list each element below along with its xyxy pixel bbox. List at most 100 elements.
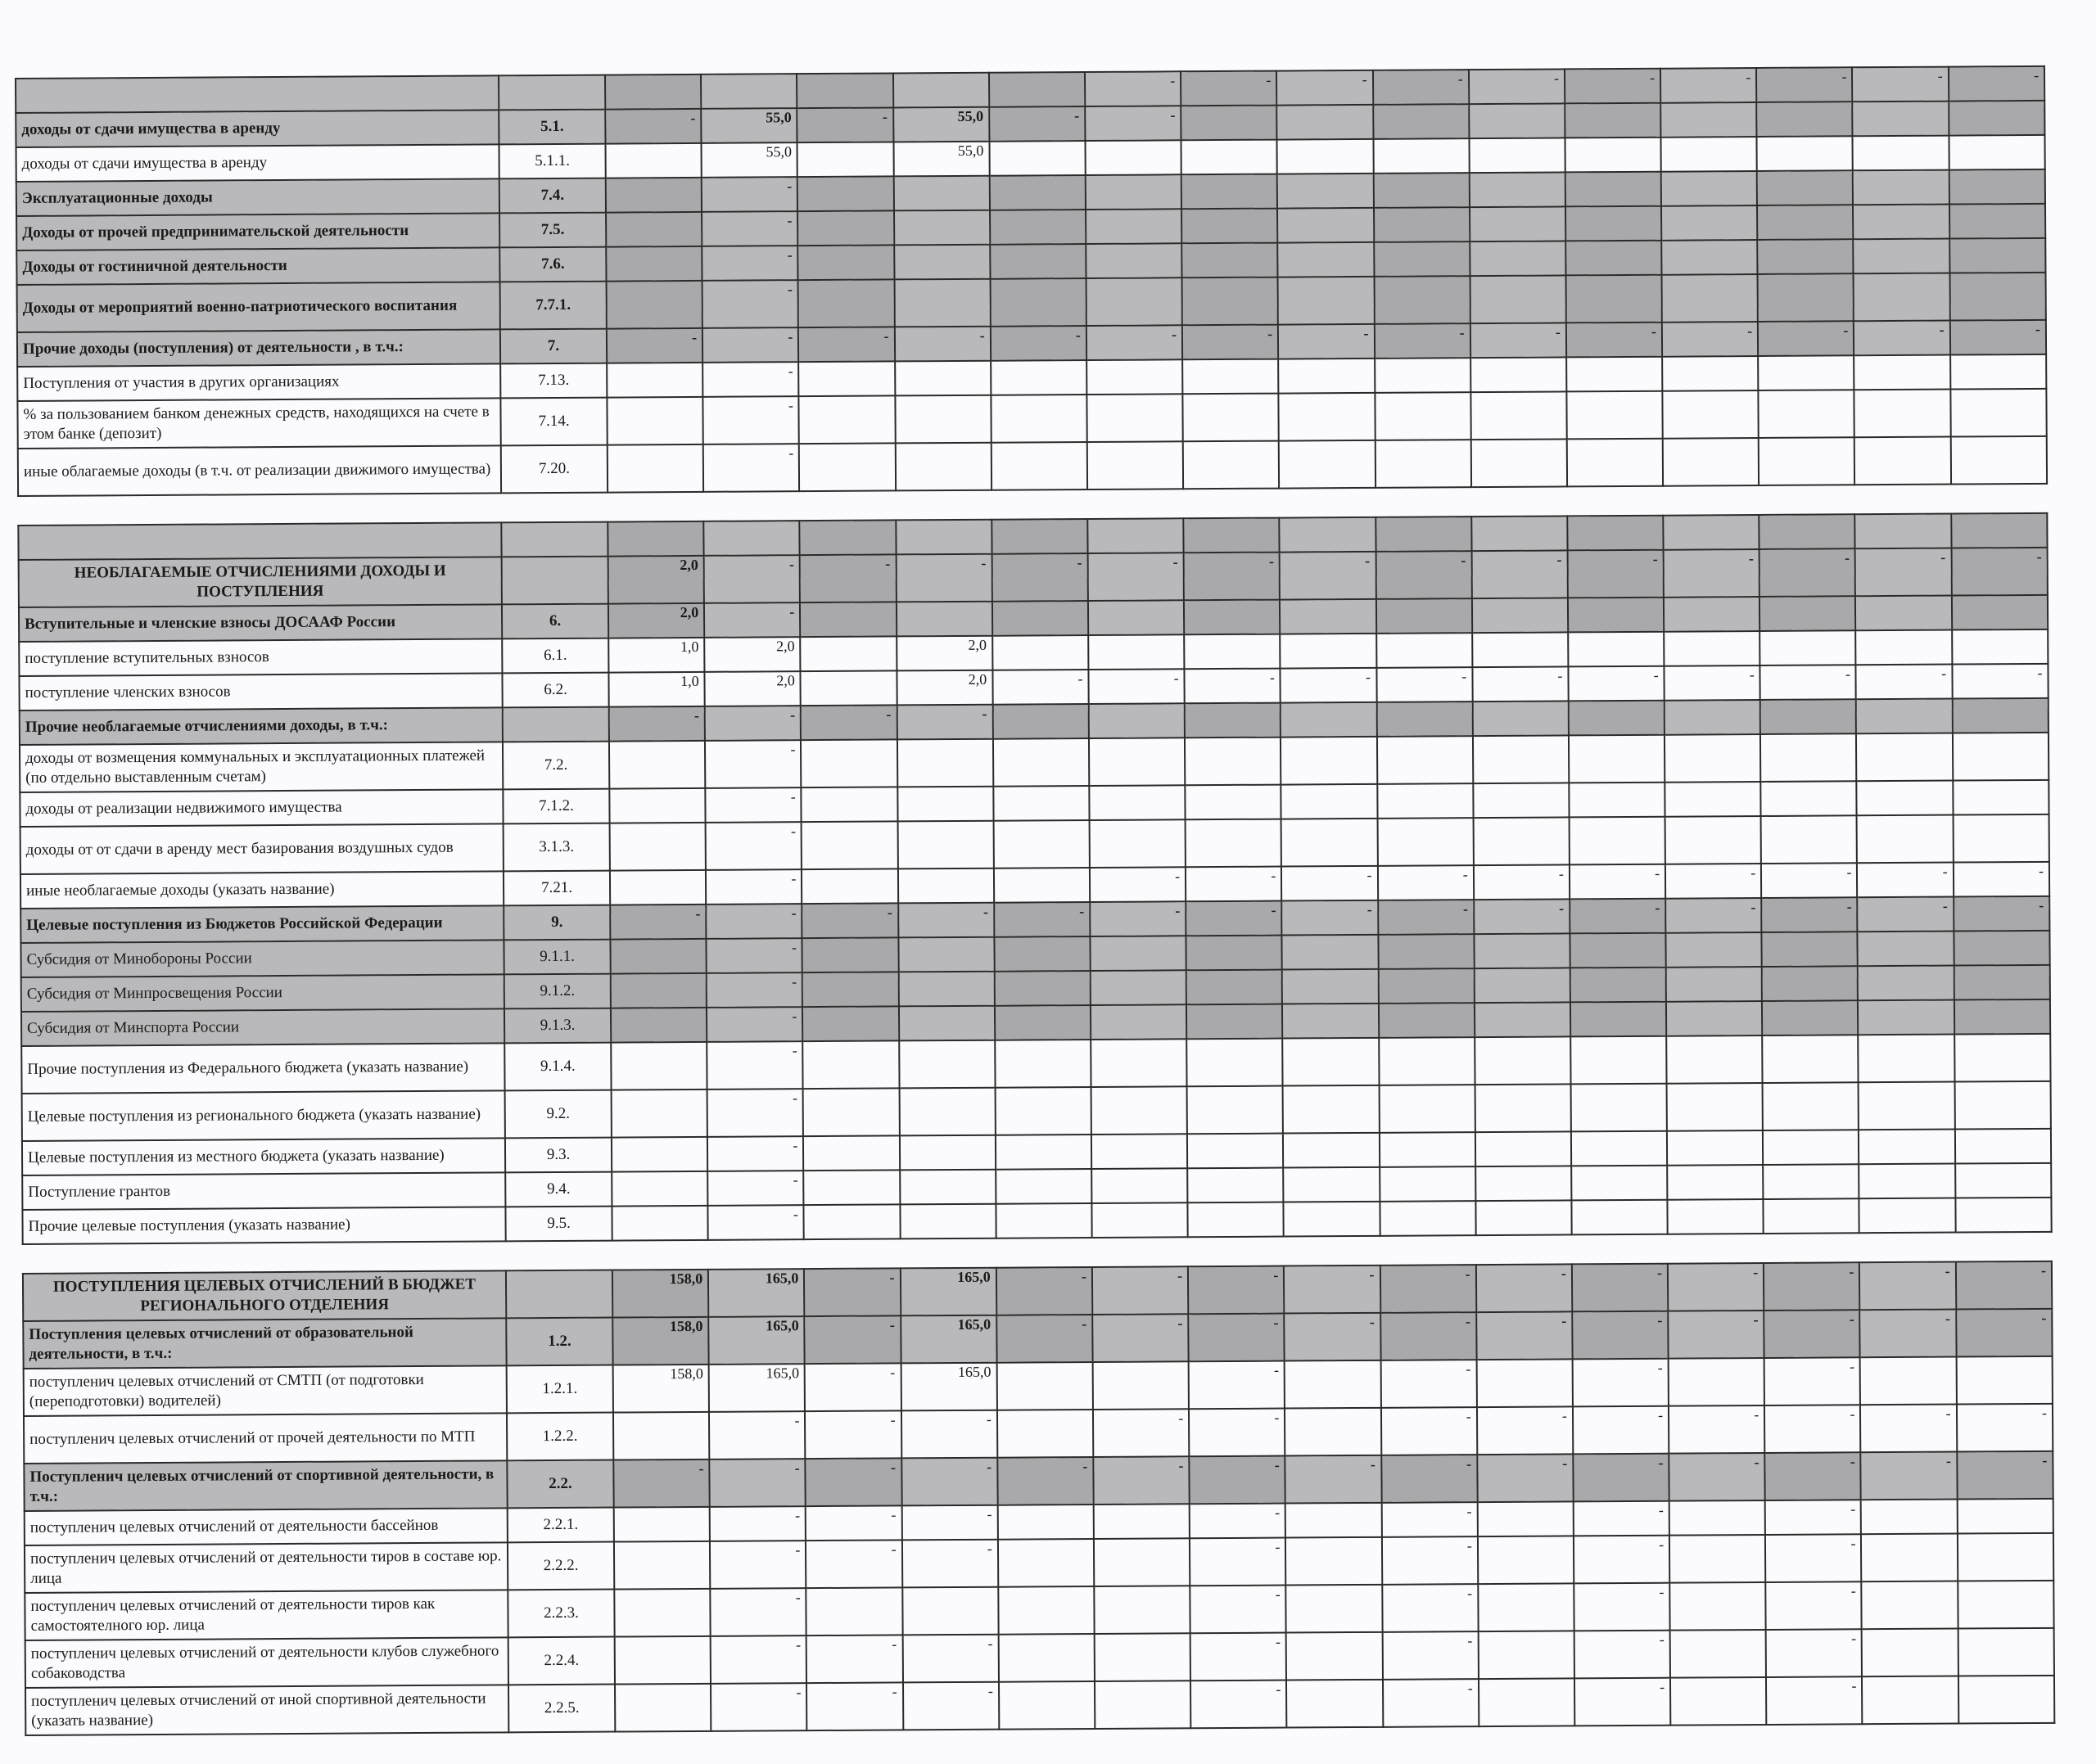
value-cell: - (1472, 666, 1569, 702)
value-cell: - (608, 706, 706, 742)
value-cell (895, 519, 992, 555)
value-cell (1185, 784, 1281, 820)
row-label: доходы от от сдачи в аренду мест базиров… (20, 823, 504, 874)
value-cell: 55,0 (893, 141, 990, 177)
value-cell (1854, 389, 1951, 438)
value-cell (1472, 701, 1569, 737)
value-cell (1761, 932, 1859, 967)
value-cell: - (1854, 548, 1952, 597)
value-cell (613, 1506, 711, 1542)
value-cell (897, 786, 994, 822)
row-label: Целевые поступления из местного бюджета … (21, 1138, 506, 1175)
value-cell (1187, 1167, 1284, 1203)
table-section-3: ПОСТУПЛЕНИЯ ЦЕЛЕВЫХ ОТЧИСЛЕНИЙ В БЮДЖЕТ … (22, 1261, 2055, 1736)
value-cell: - (1381, 1502, 1478, 1537)
value-cell (1761, 966, 1859, 1001)
value-cell: - (1476, 1406, 1574, 1455)
row-code: 7.1.2. (503, 788, 610, 824)
value-cell: - (1471, 550, 1568, 599)
value-cell (1091, 1039, 1187, 1087)
value-cell (1952, 697, 2049, 733)
value-cell (1957, 1580, 2054, 1629)
value-cell (1085, 140, 1181, 176)
value-cell: - (1181, 70, 1277, 106)
value-cell (895, 442, 992, 491)
value-cell (802, 1088, 900, 1137)
value-cell (1286, 1679, 1383, 1728)
value-cell: 165,0 (901, 1362, 997, 1411)
value-cell (1283, 1201, 1380, 1237)
value-cell: - (1376, 551, 1472, 599)
value-cell: - (1860, 1451, 1958, 1500)
value-cell (1956, 1356, 2053, 1405)
value-cell (1570, 1035, 1667, 1085)
value-cell (1375, 517, 1472, 552)
row-code: 2.2.1. (507, 1507, 614, 1543)
value-cell (1374, 358, 1471, 393)
value-cell (797, 245, 895, 281)
value-cell: - (1470, 323, 1566, 359)
row-label: Целевые поступления из Бюджетов Российск… (20, 905, 504, 943)
value-cell: - (1380, 1265, 1476, 1313)
value-cell: - (1663, 548, 1760, 598)
value-cell: - (806, 1540, 902, 1589)
value-cell: - (1761, 863, 1858, 898)
value-cell (1957, 1532, 2054, 1581)
value-cell: - (802, 903, 898, 939)
value-cell: - (1572, 1358, 1669, 1407)
value-cell (1281, 702, 1377, 738)
value-cell: - (897, 704, 993, 740)
row-label: Доходы от гостиничной деятельности (16, 247, 500, 285)
value-cell: - (1475, 1264, 1573, 1313)
value-cell: - (1955, 1308, 2053, 1357)
value-cell (897, 820, 994, 869)
row-code: 7.7.1. (499, 281, 607, 330)
value-cell (800, 602, 897, 638)
value-cell (1565, 356, 1663, 392)
value-cell (610, 1007, 707, 1043)
value-cell (1471, 632, 1569, 668)
row-code (498, 74, 606, 111)
value-cell: - (707, 1089, 804, 1137)
value-cell (1670, 1676, 1767, 1726)
value-cell: - (1956, 1403, 2053, 1452)
value-cell (607, 444, 704, 493)
value-cell (1858, 999, 1954, 1035)
value-cell: - (1573, 1453, 1669, 1502)
value-cell: - (707, 1136, 804, 1171)
value-cell: - (1859, 1261, 1956, 1311)
value-cell: 55,0 (701, 108, 797, 143)
value-cell: - (1665, 863, 1762, 899)
value-cell (1469, 138, 1565, 174)
value-cell (1372, 138, 1470, 174)
row-code: 7.2. (502, 741, 610, 790)
value-cell (1565, 137, 1661, 173)
value-cell: - (1765, 1581, 1863, 1630)
value-cell (1756, 170, 1854, 206)
value-cell: - (1948, 65, 2045, 102)
value-cell (1762, 1000, 1859, 1035)
value-cell (605, 177, 702, 213)
value-cell (1088, 703, 1186, 739)
value-cell: - (704, 602, 801, 638)
value-cell (1091, 1134, 1188, 1169)
row-label: Доходы от прочей предпринимательской дея… (16, 213, 500, 250)
row-label: Поступление грантов (22, 1172, 506, 1210)
value-cell (1954, 1162, 2052, 1198)
row-label: поступленич целевых отчислений от деятел… (25, 1637, 509, 1688)
value-cell (612, 1411, 710, 1460)
value-cell (1666, 1130, 1764, 1166)
value-cell (803, 1135, 900, 1171)
value-cell: - (1476, 1454, 1574, 1503)
value-cell (1475, 1166, 1572, 1202)
value-cell (1184, 634, 1281, 670)
value-cell (899, 1203, 996, 1239)
value-cell (894, 360, 992, 396)
row-label: поступленич целевых отчислений от деятел… (24, 1508, 508, 1545)
value-cell (1668, 1357, 1765, 1406)
value-cell (1184, 702, 1281, 738)
value-cell (1469, 241, 1566, 277)
value-cell (897, 868, 994, 904)
value-cell (1475, 1131, 1572, 1167)
value-cell: - (606, 327, 703, 363)
